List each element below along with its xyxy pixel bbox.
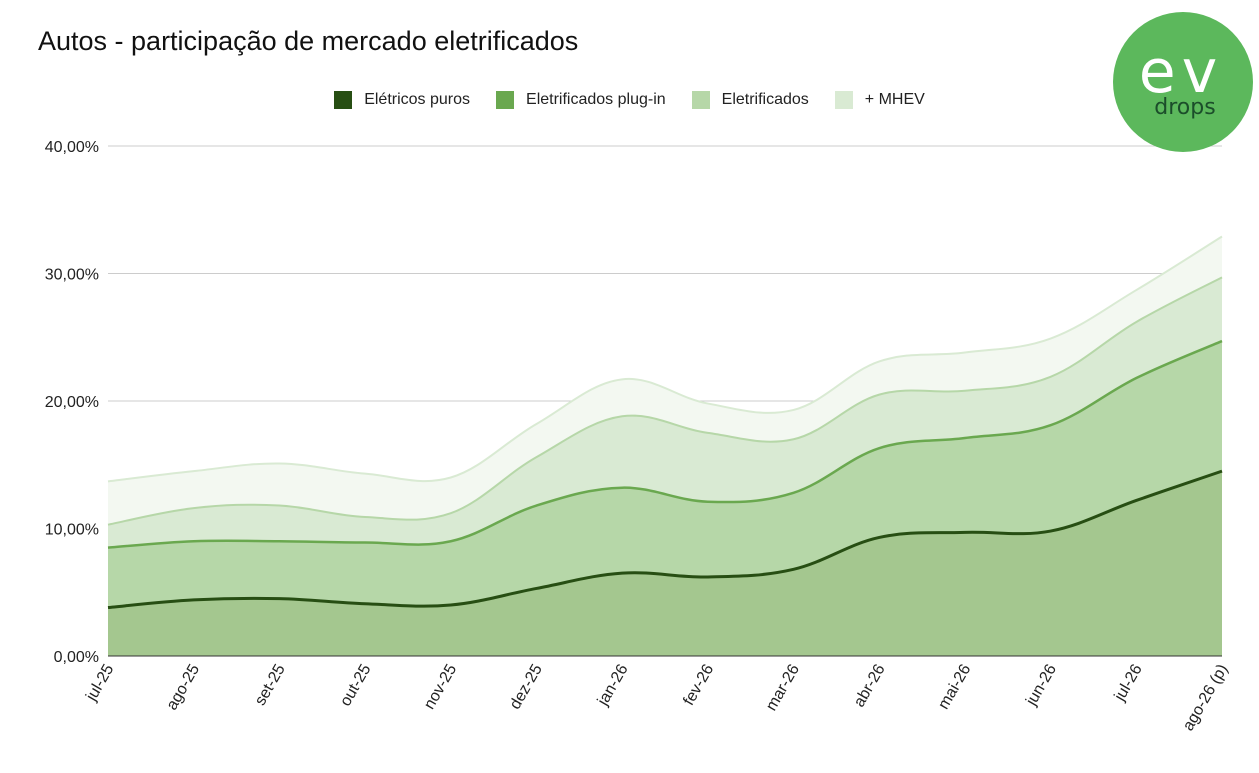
chart-legend: Elétricos puros Eletrificados plug-in Elet… <box>0 91 1259 109</box>
legend-label: Eletrificados <box>721 91 809 108</box>
x-tick-label: mai-26 <box>935 661 974 712</box>
x-tick-label: ago-25 <box>164 661 204 713</box>
svg-text:drops: drops <box>1154 95 1215 120</box>
legend-swatch <box>496 91 515 109</box>
x-tick-label: fev-26 <box>680 661 717 708</box>
x-tick-label: set-25 <box>252 661 289 708</box>
legend-label: Eletrificados plug-in <box>526 91 666 108</box>
x-tick-label: jul-26 <box>1111 661 1146 704</box>
y-tick-label: 20,00% <box>45 394 99 411</box>
series-line-eletrificados <box>107 276 1223 526</box>
legend-item: + MHEV <box>834 91 925 109</box>
legend-swatch <box>691 91 710 109</box>
x-tick-label: jun-26 <box>1023 661 1061 709</box>
legend-item: Elétricos puros <box>334 91 470 109</box>
series-line-eletrificados-plug-in <box>107 339 1223 549</box>
x-tick-label: abr-26 <box>851 661 889 710</box>
legend-item: Eletrificados <box>691 91 809 109</box>
x-tick-label: dez-25 <box>507 661 546 712</box>
legend-swatch <box>334 91 353 109</box>
series-line-el-tricos-puros <box>107 469 1223 610</box>
legend-swatch <box>834 91 853 109</box>
y-tick-label: 0,00% <box>54 649 99 666</box>
y-tick-label: 40,00% <box>45 139 99 156</box>
chart-title: Autos - participação de mercado eletrifi… <box>38 26 579 56</box>
x-tick-label: ago-26 (p) <box>1180 662 1232 734</box>
x-tick-label: out-25 <box>337 661 374 709</box>
x-tick-label: jul-25 <box>83 661 118 704</box>
y-tick-label: 10,00% <box>45 522 99 539</box>
area-el-tricos-puros <box>108 471 1222 656</box>
ev-drops-logo: ev drops <box>1113 12 1253 152</box>
legend-label: + MHEV <box>864 91 925 108</box>
series-line-mhev <box>107 235 1223 483</box>
x-tick-label: nov-25 <box>421 661 460 712</box>
legend-label: Elétricos puros <box>364 91 471 108</box>
svg-text:ev: ev <box>1139 37 1223 107</box>
x-tick-label: mar-26 <box>763 661 803 713</box>
y-tick-label: 30,00% <box>45 267 99 284</box>
legend-item: Eletrificados plug-in <box>496 91 666 109</box>
x-tick-label: jan-26 <box>594 661 632 709</box>
